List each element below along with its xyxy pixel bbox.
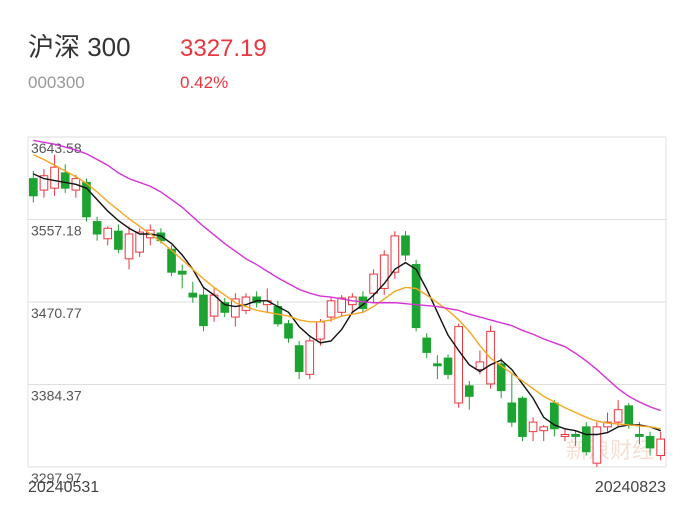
candle-body	[433, 363, 442, 367]
candle-body	[528, 421, 538, 433]
candle-body	[50, 166, 59, 189]
candle-body	[326, 300, 336, 318]
candle-body	[390, 235, 400, 273]
y-tick-label: 3297.97	[31, 470, 82, 486]
candle-body	[613, 409, 623, 423]
candle-body	[305, 340, 315, 375]
candle-body	[316, 321, 325, 340]
candle-body	[422, 337, 432, 353]
candle-body	[635, 434, 644, 437]
candle-body	[199, 294, 208, 327]
candle-body	[645, 435, 655, 449]
candle-body	[103, 227, 113, 240]
candle-body	[603, 421, 612, 428]
candle-body	[518, 397, 527, 437]
candle-body	[60, 172, 70, 189]
candle-body	[624, 405, 634, 426]
candle-body	[114, 230, 123, 250]
candle-body	[156, 232, 166, 242]
candle-body	[443, 357, 453, 375]
candle-body	[539, 426, 549, 432]
y-tick-label: 3384.37	[31, 388, 82, 404]
candle-body	[507, 402, 517, 423]
candle-body	[401, 235, 410, 256]
index-name: 沪深 300	[28, 32, 131, 62]
y-tick-label: 3557.18	[31, 222, 82, 238]
candle-body	[560, 434, 570, 437]
candle-body	[656, 438, 666, 457]
index-change: 0.42%	[180, 73, 228, 92]
candle-body	[220, 302, 230, 313]
index-price: 3327.19	[180, 35, 267, 62]
moving-average-line	[33, 139, 661, 412]
candle-body	[464, 385, 474, 397]
candle-body	[28, 178, 38, 197]
candle-body	[337, 297, 347, 313]
candle-body	[571, 434, 580, 437]
moving-average-line	[33, 173, 661, 436]
candle-body	[369, 273, 378, 294]
candle-body	[496, 363, 506, 392]
candle-body	[188, 292, 198, 298]
candle-body	[581, 426, 591, 453]
candle-body	[592, 426, 602, 464]
candle-body	[231, 298, 240, 318]
candle-body	[124, 233, 134, 260]
candle-body	[82, 181, 91, 218]
candle-body	[92, 221, 102, 235]
index-code: 000300	[28, 73, 85, 92]
candle-body	[252, 296, 261, 304]
watermark: 新浪财经	[566, 438, 654, 463]
moving-average-line	[33, 154, 661, 430]
candle-body	[167, 248, 176, 273]
candle-body	[379, 254, 389, 289]
candle-body	[135, 231, 144, 253]
candle-body	[454, 326, 463, 404]
candle-body	[39, 175, 49, 191]
y-tick-label: 3643.58	[31, 140, 82, 156]
x-tick-label: 20240531	[28, 479, 99, 496]
candle-body	[284, 323, 293, 339]
candle-body	[411, 264, 421, 329]
candle-body	[177, 270, 187, 275]
y-tick-label: 3470.77	[31, 305, 82, 321]
x-tick-label: 20240823	[595, 479, 666, 496]
candle-body	[475, 361, 485, 371]
candle-body	[550, 402, 559, 430]
candle-body	[294, 345, 304, 372]
